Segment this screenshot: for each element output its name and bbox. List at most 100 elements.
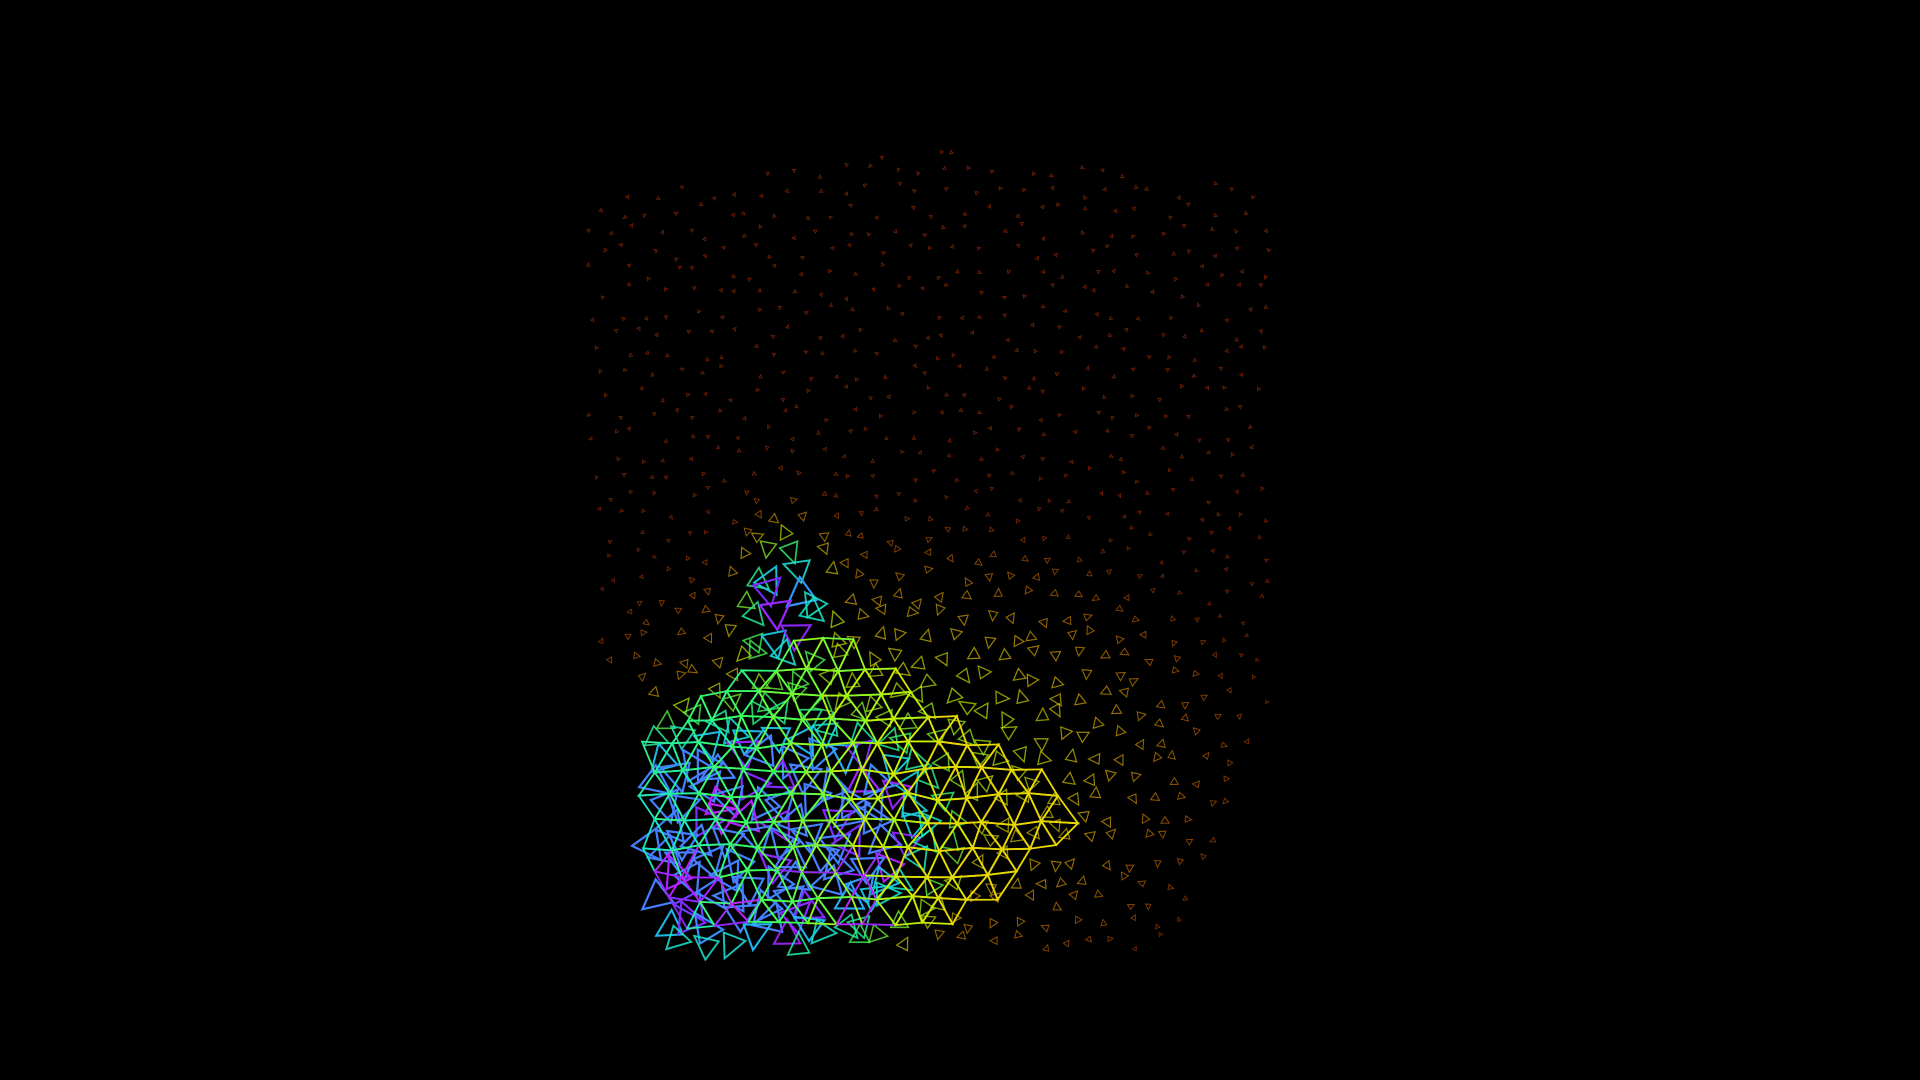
mesh-triangle	[1236, 713, 1243, 721]
mesh-triangle	[1003, 375, 1008, 381]
mesh-triangle	[636, 547, 642, 553]
mesh-triangle	[1174, 276, 1179, 282]
mesh-triangle	[1266, 247, 1272, 253]
mesh-triangle	[1061, 615, 1072, 626]
mesh-triangle	[1049, 283, 1055, 288]
mesh-triangle	[1042, 943, 1050, 952]
mesh-triangle	[590, 317, 595, 323]
mesh-triangle	[1013, 929, 1024, 939]
mesh-triangle	[677, 265, 683, 270]
mesh-triangle	[915, 763, 940, 790]
mesh-triangle	[1010, 877, 1023, 889]
mesh-triangle	[724, 624, 738, 638]
mesh-triangle	[1104, 244, 1110, 249]
mesh-triangle	[1158, 932, 1164, 938]
mesh-triangle	[1091, 287, 1096, 293]
mesh-triangle	[1033, 349, 1038, 354]
mesh-triangle	[928, 245, 933, 251]
mesh-triangle	[1147, 425, 1153, 431]
mesh-triangle	[1015, 518, 1021, 524]
mesh-triangle	[1038, 417, 1043, 423]
mesh-triangle	[1248, 307, 1253, 313]
mesh-triangle	[709, 329, 714, 334]
mesh-triangle	[824, 418, 830, 423]
mesh-triangle	[899, 311, 905, 317]
mesh-triangle	[1129, 913, 1137, 922]
mesh-triangle	[846, 242, 852, 248]
mesh-triangle	[1131, 615, 1140, 623]
mesh-triangle	[904, 746, 931, 771]
mesh-triangle	[896, 492, 902, 497]
mesh-triangle	[628, 489, 634, 495]
mesh-triangle	[1001, 295, 1008, 300]
mesh-triangle	[833, 511, 840, 519]
mesh-triangle	[1167, 467, 1173, 473]
mesh-triangle	[822, 446, 827, 452]
mesh-triangle	[671, 888, 705, 923]
mesh-triangle	[1120, 871, 1130, 881]
mesh-triangle	[745, 565, 771, 591]
mesh-triangle	[1212, 254, 1218, 259]
mesh-triangle	[1217, 672, 1223, 680]
mesh-triangle	[977, 269, 983, 275]
mesh-triangle	[1185, 414, 1191, 420]
mesh-triangle	[785, 725, 815, 758]
mesh-triangle	[1012, 745, 1028, 764]
mesh-triangle	[1015, 243, 1021, 249]
mesh-triangle	[643, 315, 649, 321]
mesh-triangle	[906, 606, 920, 618]
mesh-triangle	[1093, 344, 1099, 349]
mesh-triangle	[944, 526, 952, 533]
mesh-triangle	[933, 591, 944, 604]
mesh-triangle	[758, 599, 793, 633]
mesh-triangle	[830, 823, 861, 858]
mesh-triangle	[886, 539, 894, 548]
mesh-triangle	[1057, 412, 1063, 418]
mesh-triangle	[1009, 828, 1025, 843]
mesh-triangle	[863, 426, 868, 431]
mesh-triangle	[1154, 923, 1161, 930]
mesh-triangle	[1033, 738, 1050, 753]
mesh-triangle	[1143, 186, 1149, 192]
mesh-triangle	[962, 525, 969, 532]
mesh-triangle	[1260, 486, 1265, 491]
mesh-triangle	[1121, 470, 1127, 475]
mesh-triangle	[925, 728, 948, 747]
mesh-triangle	[844, 739, 873, 772]
mesh-triangle	[1076, 810, 1090, 824]
mesh-triangle	[939, 149, 945, 155]
mesh-triangle	[1135, 316, 1141, 321]
mesh-triangle	[979, 792, 1016, 827]
mesh-triangle	[998, 647, 1012, 661]
mesh-triangle	[1107, 332, 1113, 337]
mesh-triangle	[1223, 775, 1231, 783]
mesh-triangle	[847, 203, 853, 208]
mesh-triangle	[1209, 800, 1218, 808]
mesh-triangle	[946, 718, 967, 737]
mesh-triangle	[1105, 828, 1117, 841]
mesh-triangle	[995, 690, 1011, 705]
mesh-triangle	[627, 281, 632, 287]
mesh-triangle	[1148, 531, 1154, 537]
mesh-triangle	[818, 667, 837, 686]
mesh-triangle	[1149, 587, 1156, 594]
mesh-triangle	[649, 741, 680, 774]
mesh-triangle	[1115, 604, 1124, 612]
mesh-triangle	[955, 477, 960, 483]
mesh-triangle	[1244, 632, 1249, 638]
mesh-triangle	[972, 739, 992, 757]
mesh-triangle	[812, 229, 818, 234]
mesh-triangle	[1012, 790, 1043, 827]
mesh-triangle	[1091, 248, 1097, 253]
mesh-triangle	[1155, 738, 1166, 748]
mesh-triangle	[1027, 385, 1032, 390]
mesh-triangle	[810, 918, 839, 945]
mesh-triangle	[970, 751, 990, 769]
mesh-triangle	[608, 230, 614, 235]
mesh-triangle	[965, 765, 1001, 800]
mesh-triangle	[711, 195, 717, 201]
mesh-triangle	[1119, 173, 1125, 179]
mesh-triangle	[897, 181, 902, 187]
mesh-triangle	[777, 305, 783, 311]
